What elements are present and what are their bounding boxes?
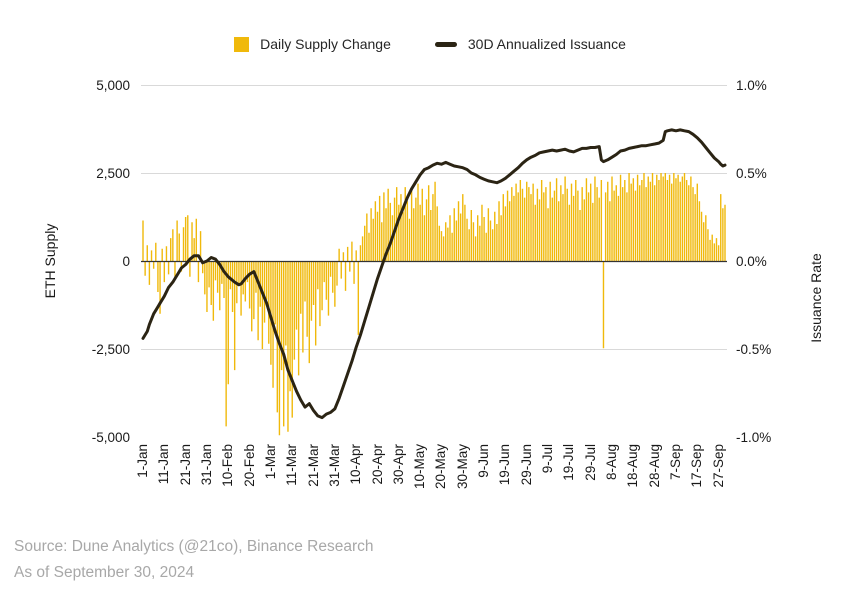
- x-axis-tick: 20-Apr: [369, 444, 385, 485]
- legend-item-daily-supply-change: Daily Supply Change: [234, 36, 391, 52]
- x-axis-tick: 19-Jul: [561, 444, 577, 481]
- line-series-swatch-icon: [434, 41, 457, 47]
- chart-legend: Daily Supply Change 30D Annualized Issua…: [0, 36, 860, 52]
- x-axis-tick: 10-Feb: [220, 444, 236, 487]
- x-axis-tick: 9-Jun: [476, 444, 492, 478]
- right-axis-tick: 0.0%: [736, 254, 767, 269]
- x-axis-tick: 17-Sep: [689, 444, 705, 488]
- x-axis-tick: 21-Mar: [305, 444, 321, 487]
- left-axis-title: ETH Supply: [42, 223, 58, 299]
- x-axis-tick: 30-May: [454, 444, 470, 490]
- source-text: Source: Dune Analytics (@21co), Binance …: [14, 538, 374, 555]
- as-of-date-text: As of September 30, 2024: [14, 564, 195, 581]
- x-axis-tick: 31-Jan: [198, 444, 214, 486]
- x-axis-tick: 29-Jul: [582, 444, 598, 481]
- legend-label-daily-supply-change: Daily Supply Change: [260, 36, 391, 52]
- x-axis-tick: 7-Sep: [667, 444, 683, 481]
- x-axis-tick: 30-Apr: [390, 444, 406, 485]
- right-axis-tick: -1.0%: [736, 430, 772, 445]
- right-axis-tick: -0.5%: [736, 342, 772, 357]
- x-axis-tick: 28-Aug: [646, 444, 662, 488]
- x-axis-tick: 20-May: [433, 444, 449, 490]
- left-axis-tick: 5,000: [96, 78, 130, 93]
- right-axis-title: Issuance Rate: [808, 253, 824, 343]
- left-axis-tick: -5,000: [91, 430, 130, 445]
- x-axis-tick: 10-Apr: [348, 444, 364, 485]
- left-axis-tick: 0: [122, 254, 130, 269]
- x-axis-tick: 19-Jun: [497, 444, 513, 486]
- left-axis-tick: -2,500: [91, 342, 130, 357]
- x-axis-tick: 11-Jan: [156, 444, 172, 485]
- x-axis-tick: 20-Feb: [241, 444, 257, 487]
- bar-series-swatch-icon: [234, 36, 250, 52]
- x-axis-tick: 1-Mar: [262, 444, 278, 480]
- x-axis-tick: 31-Mar: [326, 444, 342, 487]
- legend-label-30d-annualized-issuance: 30D Annualized Issuance: [467, 36, 626, 52]
- x-axis-tick: 18-Aug: [625, 444, 641, 488]
- x-axis-tick: 21-Jan: [177, 444, 193, 486]
- x-axis-tick: 11-Mar: [284, 444, 300, 486]
- left-axis-tick: 2,500: [96, 166, 130, 181]
- x-axis-tick: 1-Jan: [135, 444, 150, 478]
- x-axis-tick: 10-May: [412, 444, 428, 490]
- x-axis-tick: 9-Jul: [540, 444, 556, 474]
- right-axis-tick: 0.5%: [736, 166, 767, 181]
- x-axis-tick: 8-Aug: [604, 444, 619, 481]
- chart-plot-area: [141, 85, 727, 436]
- legend-item-30d-annualized-issuance: 30D Annualized Issuance: [434, 36, 626, 52]
- right-axis-tick: 1.0%: [736, 78, 767, 93]
- x-axis-tick: 27-Sep: [710, 444, 726, 488]
- x-axis-tick: 29-Jun: [518, 444, 534, 486]
